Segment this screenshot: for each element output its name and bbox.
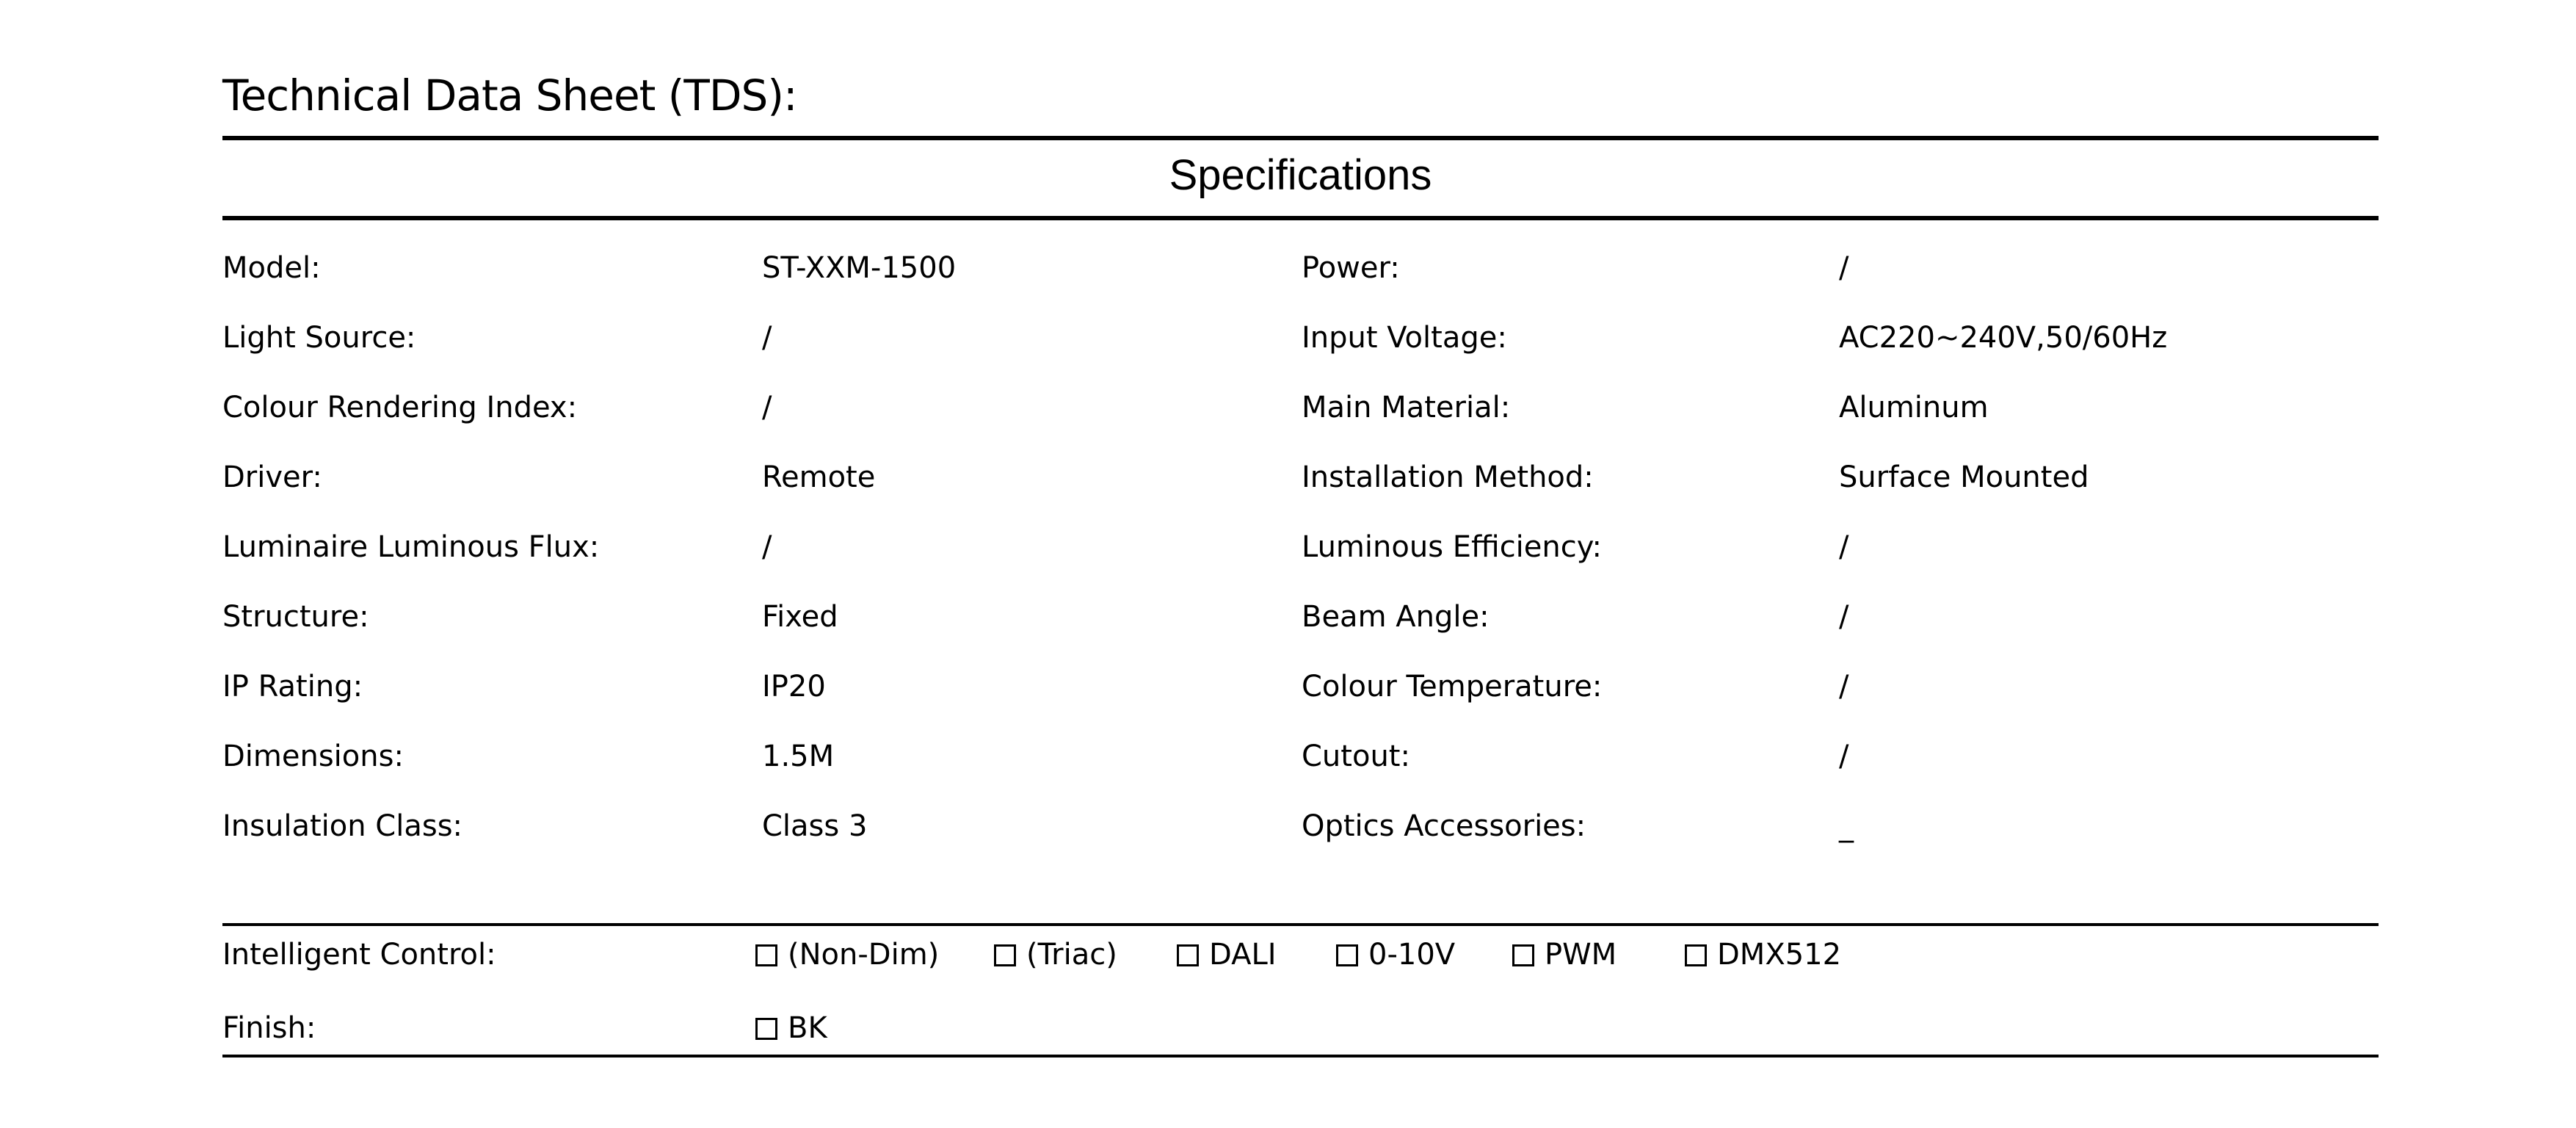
checkbox-icon[interactable] — [994, 944, 1016, 966]
spec-value: / — [1839, 670, 1849, 704]
spec-value: / — [1839, 600, 1849, 634]
spec-value: 1.5M — [762, 740, 835, 773]
checkbox-icon[interactable] — [755, 944, 777, 966]
checkbox-label: (Non-Dim) — [788, 938, 940, 972]
spec-value: / — [1839, 251, 1849, 285]
checkbox-option[interactable]: 0-10V — [1336, 936, 1455, 973]
checkbox-option[interactable]: (Non-Dim) — [755, 936, 939, 973]
divider — [222, 216, 2379, 220]
spec-label: Colour Temperature: — [1302, 670, 1603, 704]
checkbox-label: DMX512 — [1717, 938, 1842, 972]
spec-value: / — [762, 321, 772, 355]
spec-value: / — [762, 530, 772, 564]
spec-value: Remote — [762, 460, 876, 494]
checkbox-label: PWM — [1545, 938, 1617, 972]
spec-label: Power: — [1302, 251, 1400, 285]
spec-value: Surface Mounted — [1839, 460, 2089, 494]
spec-label: IP Rating: — [222, 670, 363, 704]
finish-label: Finish: — [222, 1011, 316, 1045]
checkbox-label: DALI — [1209, 938, 1277, 972]
section-title: Specifications — [1169, 151, 1432, 199]
checkbox-option[interactable]: PWM — [1512, 936, 1617, 973]
checkbox-icon[interactable] — [1336, 944, 1358, 966]
checkbox-option[interactable]: (Triac) — [994, 936, 1117, 973]
spec-value: Aluminum — [1839, 391, 1989, 424]
divider — [222, 136, 2379, 140]
checkbox-label: BK — [788, 1011, 827, 1045]
spec-value: / — [1839, 740, 1849, 773]
spec-value: / — [762, 391, 772, 424]
checkbox-label: 0-10V — [1368, 938, 1456, 972]
checkbox-icon[interactable] — [1512, 944, 1534, 966]
checkbox-label: (Triac) — [1026, 938, 1117, 972]
spec-value: IP20 — [762, 670, 826, 704]
checkbox-icon[interactable] — [755, 1018, 777, 1040]
checkbox-option[interactable]: BK — [755, 1010, 827, 1046]
spec-label: Dimensions: — [222, 740, 404, 773]
spec-label: Driver: — [222, 460, 322, 494]
checkbox-icon[interactable] — [1685, 944, 1707, 966]
spec-label: Model: — [222, 251, 321, 285]
spec-label: Light Source: — [222, 321, 416, 355]
spec-value: AC220~240V,50/60Hz — [1839, 321, 2168, 355]
spec-label: Structure: — [222, 600, 369, 634]
spec-label: Luminous Efficiency: — [1302, 530, 1602, 564]
spec-label: Beam Angle: — [1302, 600, 1490, 634]
spec-label: Colour Rendering Index: — [222, 391, 578, 424]
checkbox-option[interactable]: DMX512 — [1685, 936, 1841, 973]
intelligent-control-label: Intelligent Control: — [222, 938, 496, 972]
spec-value: Class 3 — [762, 809, 868, 843]
checkbox-icon[interactable] — [1177, 944, 1199, 966]
spec-label: Input Voltage: — [1302, 321, 1507, 355]
divider — [222, 1055, 2379, 1058]
spec-label: Optics Accessories: — [1302, 809, 1586, 843]
spec-value: _ — [1839, 809, 1854, 843]
spec-label: Cutout: — [1302, 740, 1410, 773]
spec-label: Main Material: — [1302, 391, 1511, 424]
spec-value: Fixed — [762, 600, 838, 634]
spec-value: ST-XXM-1500 — [762, 251, 957, 285]
document-title: Technical Data Sheet (TDS): — [222, 70, 798, 120]
spec-value: / — [1839, 530, 1849, 564]
spec-label: Luminaire Luminous Flux: — [222, 530, 600, 564]
spec-label: Insulation Class: — [222, 809, 463, 843]
spec-label: Installation Method: — [1302, 460, 1594, 494]
divider — [222, 923, 2379, 926]
checkbox-option[interactable]: DALI — [1177, 936, 1277, 973]
